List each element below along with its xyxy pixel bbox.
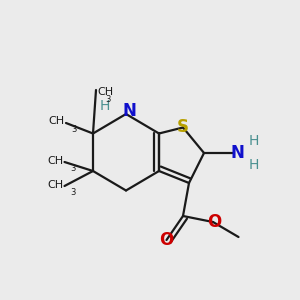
Text: N: N <box>230 144 244 162</box>
Text: N: N <box>122 102 136 120</box>
Text: CH: CH <box>47 179 63 190</box>
Text: O: O <box>207 213 222 231</box>
Text: 3: 3 <box>70 164 75 173</box>
Text: H: H <box>100 100 110 113</box>
Text: CH: CH <box>47 155 63 166</box>
Text: 3: 3 <box>70 188 75 197</box>
Text: CH: CH <box>98 86 114 97</box>
Text: S: S <box>177 118 189 136</box>
Text: 3: 3 <box>105 95 110 104</box>
Text: CH: CH <box>48 116 64 127</box>
Text: O: O <box>159 231 174 249</box>
Text: H: H <box>249 134 259 148</box>
Text: H: H <box>249 158 259 172</box>
Text: 3: 3 <box>71 125 77 134</box>
